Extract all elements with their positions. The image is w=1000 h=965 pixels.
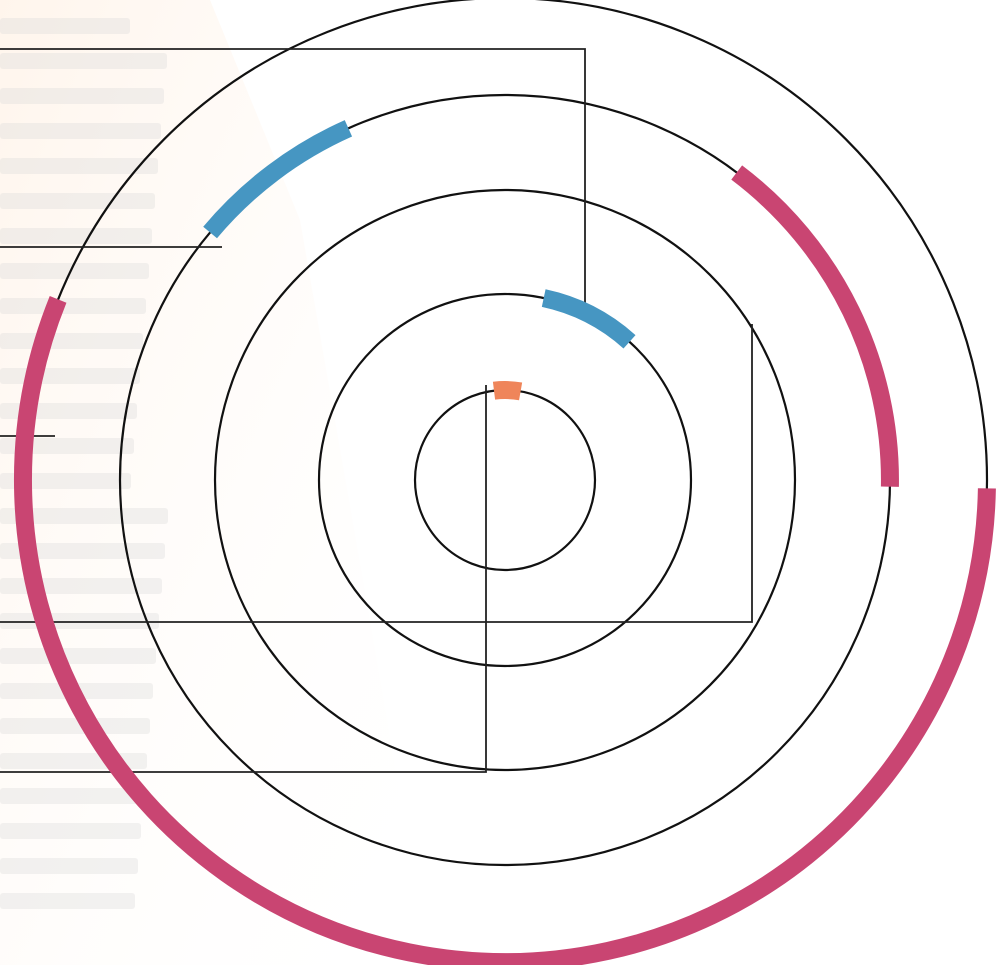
- arc-segment-pink-ring-4: [731, 165, 899, 487]
- ring-3: [213, 188, 797, 772]
- background-text-line: [0, 368, 140, 384]
- leader-line-1: [0, 48, 586, 310]
- segments-layer: [13, 120, 996, 965]
- background-text-line: [0, 893, 135, 909]
- ring-1: [413, 388, 597, 572]
- arc-segment-blue-ring-4: [203, 120, 353, 239]
- background-text-line: [0, 18, 130, 34]
- background-text-line: [0, 788, 144, 804]
- background-text-line: [0, 438, 134, 454]
- background-text-line: [0, 508, 168, 524]
- background-text-line: [0, 718, 150, 734]
- background-text-line: [0, 648, 156, 664]
- background-text-line: [0, 298, 146, 314]
- ring-2: [317, 292, 693, 668]
- background-text-line: [0, 543, 165, 559]
- background-text-line: [0, 228, 152, 244]
- background-text-line: [0, 53, 167, 69]
- arc-segment-orange-ring-1: [492, 381, 523, 401]
- leader-line-4: [0, 324, 753, 623]
- leader-lines-layer: [0, 48, 753, 773]
- arc-segment-blue-ring-2: [541, 289, 636, 349]
- background-text-line: [0, 158, 158, 174]
- background-text-line: [0, 613, 159, 629]
- background-text-line: [0, 858, 138, 874]
- leader-line-5: [0, 385, 487, 773]
- background-text-line: [0, 473, 131, 489]
- background-text-line: [0, 333, 143, 349]
- background-text-line: [0, 193, 155, 209]
- background-text-line: [0, 123, 161, 139]
- background-text-line: [0, 823, 141, 839]
- background-text-line: [0, 88, 164, 104]
- arc-segment-pink-ring-5: [13, 296, 996, 965]
- background-text-line: [0, 263, 149, 279]
